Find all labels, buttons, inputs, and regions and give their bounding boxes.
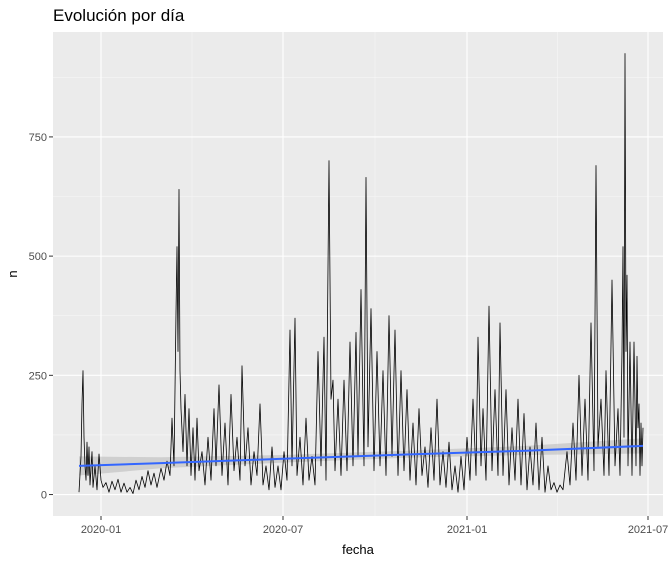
chart-title: Evolución por día bbox=[53, 6, 185, 25]
y-tick-label: 250 bbox=[29, 370, 47, 382]
x-tick-label: 2021-01 bbox=[447, 524, 487, 536]
y-tick-label: 0 bbox=[41, 490, 47, 502]
x-axis-title: fecha bbox=[342, 542, 375, 557]
x-axis-ticks: 2020-01 2020-07 2021-01 2021-07 bbox=[81, 516, 668, 536]
y-tick-label: 500 bbox=[29, 251, 47, 263]
daily-count-line bbox=[78, 53, 644, 495]
y-axis-ticks: 0 250 500 750 bbox=[29, 132, 53, 502]
x-tick-label: 2020-01 bbox=[81, 524, 121, 536]
y-axis-title: n bbox=[5, 270, 20, 277]
x-tick-label: 2021-07 bbox=[628, 524, 668, 536]
x-tick-label: 2020-07 bbox=[263, 524, 303, 536]
smooth-line-layer bbox=[78, 444, 644, 467]
smooth-trend-line bbox=[78, 444, 644, 467]
major-gridlines bbox=[53, 32, 663, 516]
y-tick-label: 750 bbox=[29, 132, 47, 144]
series-line-layer bbox=[78, 53, 644, 495]
